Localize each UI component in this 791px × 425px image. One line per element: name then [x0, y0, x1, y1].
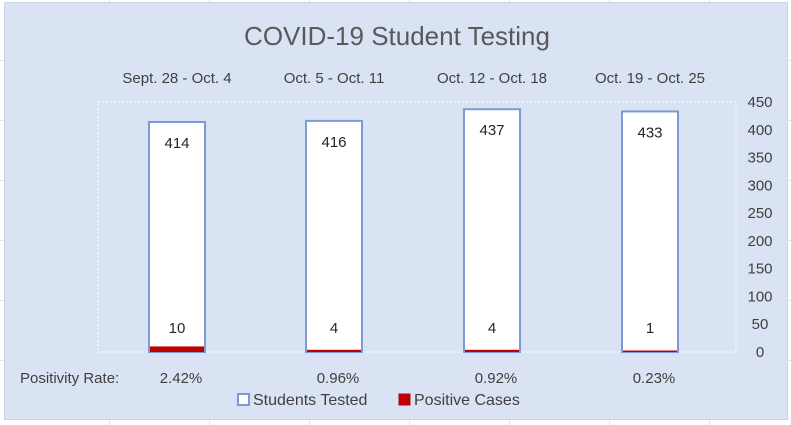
bar-positive-cases[interactable]: [623, 350, 677, 353]
data-labels: 414 416 437 433 10 4 4 1: [164, 122, 662, 337]
y-tick-label: 200: [747, 233, 772, 250]
data-label-positive-cases: 4: [330, 320, 338, 337]
positivity-rate-value: 0.23%: [633, 370, 676, 387]
data-label-students-tested: 437: [479, 122, 504, 139]
y-tick-label: 0: [756, 344, 764, 361]
bar-positive-cases[interactable]: [465, 349, 519, 352]
y-tick-label: 300: [747, 177, 772, 194]
category-label: Oct. 5 - Oct. 11: [284, 70, 385, 87]
category-labels: Sept. 28 - Oct. 4 Oct. 5 - Oct. 11 Oct. 12…: [122, 70, 705, 87]
positivity-rates: 2.42% 0.96% 0.92% 0.23%: [160, 370, 676, 387]
y-tick-label: 400: [747, 122, 772, 139]
y-tick-label: 100: [747, 288, 772, 305]
category-label: Sept. 28 - Oct. 4: [122, 70, 231, 87]
positivity-rate-value: 0.96%: [317, 370, 360, 387]
category-label: Oct. 19 - Oct. 25: [595, 70, 705, 87]
category-label: Oct. 12 - Oct. 18: [437, 70, 547, 87]
legend-swatch-students-tested: [237, 393, 250, 406]
data-label-students-tested: 433: [637, 124, 662, 141]
data-label-positive-cases: 1: [646, 320, 654, 337]
bar-positive-cases[interactable]: [150, 346, 204, 352]
bar-students-tested[interactable]: [621, 110, 679, 353]
data-label-students-tested: 414: [164, 135, 189, 152]
positivity-rate-value: 2.42%: [160, 370, 203, 387]
data-label-students-tested: 416: [321, 134, 346, 151]
data-label-positive-cases: 4: [488, 320, 496, 337]
bar-students-tested[interactable]: [305, 119, 363, 353]
legend-label-students-tested: Students Tested: [253, 392, 367, 409]
bars: [148, 108, 679, 353]
data-label-positive-cases: 10: [169, 320, 186, 337]
y-tick-label: 450: [747, 94, 772, 111]
legend-label-positive-cases: Positive Cases: [414, 392, 520, 409]
bar-positive-cases[interactable]: [307, 349, 361, 352]
positivity-rate-value: 0.92%: [475, 370, 518, 387]
y-tick-label: 150: [747, 261, 772, 278]
bar-students-tested[interactable]: [463, 108, 521, 353]
chart-title: COVID-19 Student Testing: [244, 21, 550, 51]
bar-students-tested[interactable]: [148, 121, 206, 353]
y-tick-label: 250: [747, 205, 772, 222]
y-tick-label: 50: [752, 316, 769, 333]
legend-swatch-positive-cases: [398, 393, 411, 406]
y-axis: 0 50 100 150 200 250 300 350 400 450: [747, 94, 772, 361]
y-tick-label: 350: [747, 150, 772, 167]
legend[interactable]: Students Tested Positive Cases: [237, 392, 520, 409]
positivity-rate-label: Positivity Rate:: [20, 370, 119, 387]
